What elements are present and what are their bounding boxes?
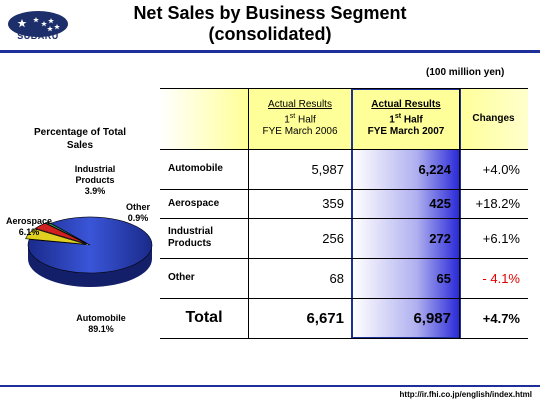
footer-divider bbox=[0, 385, 540, 387]
prev-value: 5,987 bbox=[311, 161, 344, 177]
pie-top-group bbox=[25, 216, 153, 274]
prev-value: 256 bbox=[322, 230, 344, 246]
curr-value: 65 bbox=[436, 270, 451, 286]
table-rule bbox=[160, 149, 528, 150]
table-row-other: Other 68 65 - 4.1% bbox=[160, 258, 528, 298]
brand-name: SUBARU bbox=[17, 31, 59, 41]
pie-title-line-1: Percentage of Total bbox=[33, 127, 127, 138]
table-rule bbox=[160, 298, 528, 299]
change-value: +6.1% bbox=[482, 230, 520, 246]
pie-slice-industrial bbox=[34, 222, 88, 245]
pie-slice-other bbox=[44, 221, 88, 244]
table-rule bbox=[160, 258, 528, 259]
prev-value: 68 bbox=[329, 270, 344, 286]
logo-star bbox=[33, 17, 39, 23]
total-change-value: +4.7% bbox=[482, 310, 520, 326]
table-row-automobile: Automobile 5,987 6,224 +4.0% bbox=[160, 149, 528, 189]
segment-table: Actual Results 1st Half FYE March 2006 A… bbox=[160, 88, 528, 339]
table-background bbox=[160, 88, 528, 339]
pie-slice-aerospace bbox=[25, 228, 87, 245]
table-rule bbox=[160, 218, 528, 219]
segment-label: Other bbox=[168, 272, 195, 283]
unit-note: (100 million yen) bbox=[426, 67, 505, 78]
total-curr-value: 6,987 bbox=[413, 309, 451, 327]
total-prev-value: 6,671 bbox=[306, 309, 344, 327]
page-title: Net Sales by Business Segment (consolida… bbox=[80, 3, 460, 45]
title-divider bbox=[0, 50, 540, 53]
pie-label-aerospace: Aerospace 6.1% bbox=[5, 216, 53, 237]
logo-star bbox=[17, 19, 27, 28]
prev-value: 359 bbox=[322, 196, 344, 211]
header-changes: Changes bbox=[472, 112, 515, 124]
pie-label-other: Other 0.9% bbox=[125, 202, 150, 223]
pie-side-group bbox=[28, 245, 152, 287]
segment-label: Aerospace bbox=[168, 197, 220, 209]
pie-label-automobile: Automobile 89.1% bbox=[76, 313, 126, 334]
total-label: Total bbox=[185, 309, 223, 326]
pie-title-line-2: Sales bbox=[66, 140, 94, 151]
header-prev-period: Actual Results 1st Half FYE March 2006 bbox=[262, 98, 338, 138]
header-curr-period: Actual Results 1st Half FYE March 2007 bbox=[367, 98, 445, 138]
table-rule-bottom bbox=[160, 338, 528, 339]
subaru-logo bbox=[8, 11, 68, 37]
pie-label-industrial: Industrial Products 3.9% bbox=[74, 164, 116, 196]
curr-value: 425 bbox=[429, 196, 451, 211]
table-row-aerospace: Aerospace 359 425 +18.2% bbox=[160, 189, 528, 218]
change-value: +18.2% bbox=[475, 196, 520, 211]
table-row-total: Total 6,671 6,987 +4.7% bbox=[160, 298, 528, 338]
pie-title: Percentage of Total Sales bbox=[20, 126, 140, 152]
title-line-1: Net Sales by Business Segment bbox=[133, 3, 407, 23]
segment-label: Industrial Products bbox=[168, 226, 214, 249]
logo-star bbox=[47, 26, 53, 32]
segment-label: Automobile bbox=[168, 163, 223, 174]
table-rule bbox=[160, 189, 528, 190]
table-row-industrial-products: Industrial Products 256 272 +6.1% bbox=[160, 218, 528, 258]
table-column-divider bbox=[248, 88, 249, 339]
table-rule-top bbox=[160, 88, 528, 89]
pie-side bbox=[28, 245, 152, 287]
title-line-2: (consolidated) bbox=[208, 24, 332, 44]
curr-value: 272 bbox=[429, 230, 451, 246]
pie-slice-automobile bbox=[27, 216, 153, 274]
table-column-divider bbox=[459, 88, 460, 339]
pie-chart bbox=[25, 216, 153, 287]
logo-star bbox=[41, 21, 47, 27]
curr-value: 6,224 bbox=[418, 161, 451, 177]
change-value: - 4.1% bbox=[482, 270, 520, 286]
footer-url: http://ir.fhi.co.jp/english/index.html bbox=[399, 390, 532, 399]
logo-star bbox=[54, 24, 60, 30]
logo-star bbox=[48, 18, 54, 24]
change-value: +4.0% bbox=[482, 161, 520, 177]
